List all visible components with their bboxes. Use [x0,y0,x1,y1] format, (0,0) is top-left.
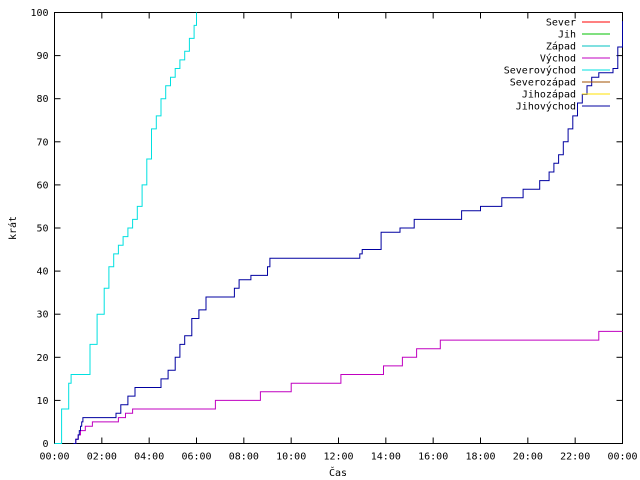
y-tick-label: 20 [36,353,48,364]
x-tick-label: 20:00 [513,452,543,463]
y-tick-label: 50 [36,224,48,235]
legend-label-severovychod: Severovýchod [504,65,576,77]
x-axis-ticks: 00:00 02:00 04:00 06:00 08:00 10:00 12:00 14:00… [39,12,638,463]
y-axis-label: krát [7,216,19,240]
legend-label-sever: Sever [546,18,576,29]
x-tick-label: 16:00 [418,452,448,463]
y-axis-ticks: 0 10 20 30 40 50 60 70 80 90 100 [30,8,623,450]
x-tick-label: 00:00 [607,452,637,463]
y-tick-label: 80 [36,94,48,105]
legend: SeverJihZápadVýchodSeverovýchodSeverozáp… [504,18,610,113]
legend-label-severozapad: Severozápad [510,77,576,89]
x-tick-label: 08:00 [229,452,259,463]
y-tick-label: 100 [30,8,48,19]
x-tick-label: 02:00 [87,452,117,463]
y-tick-label: 10 [36,396,48,407]
x-tick-label: 22:00 [560,452,590,463]
y-tick-label: 0 [42,439,48,450]
y-tick-label: 90 [36,51,48,62]
y-tick-label: 70 [36,137,48,148]
x-tick-label: 14:00 [371,452,401,463]
legend-label-jihovychod: Jihovýchod [516,101,576,113]
y-tick-label: 60 [36,180,48,191]
series-lines [54,12,623,444]
x-tick-label: 00:00 [39,452,69,463]
series-line-vychod [74,330,623,444]
x-tick-label: 12:00 [323,452,353,463]
x-axis-label: Čas [329,466,347,479]
legend-label-vychod: Východ [540,53,576,65]
y-tick-label: 30 [36,310,48,321]
series-line-jihovychod [73,21,623,444]
x-tick-label: 18:00 [465,452,495,463]
legend-label-jih: Jih [558,30,576,41]
legend-label-jihozapad: Jihozápad [522,89,576,101]
y-tick-label: 40 [36,267,48,278]
legend-label-zapad: Západ [546,41,576,53]
x-tick-label: 10:00 [276,452,306,463]
x-tick-label: 06:00 [181,452,211,463]
series-line-severovychod [54,12,197,444]
x-tick-label: 04:00 [134,452,164,463]
